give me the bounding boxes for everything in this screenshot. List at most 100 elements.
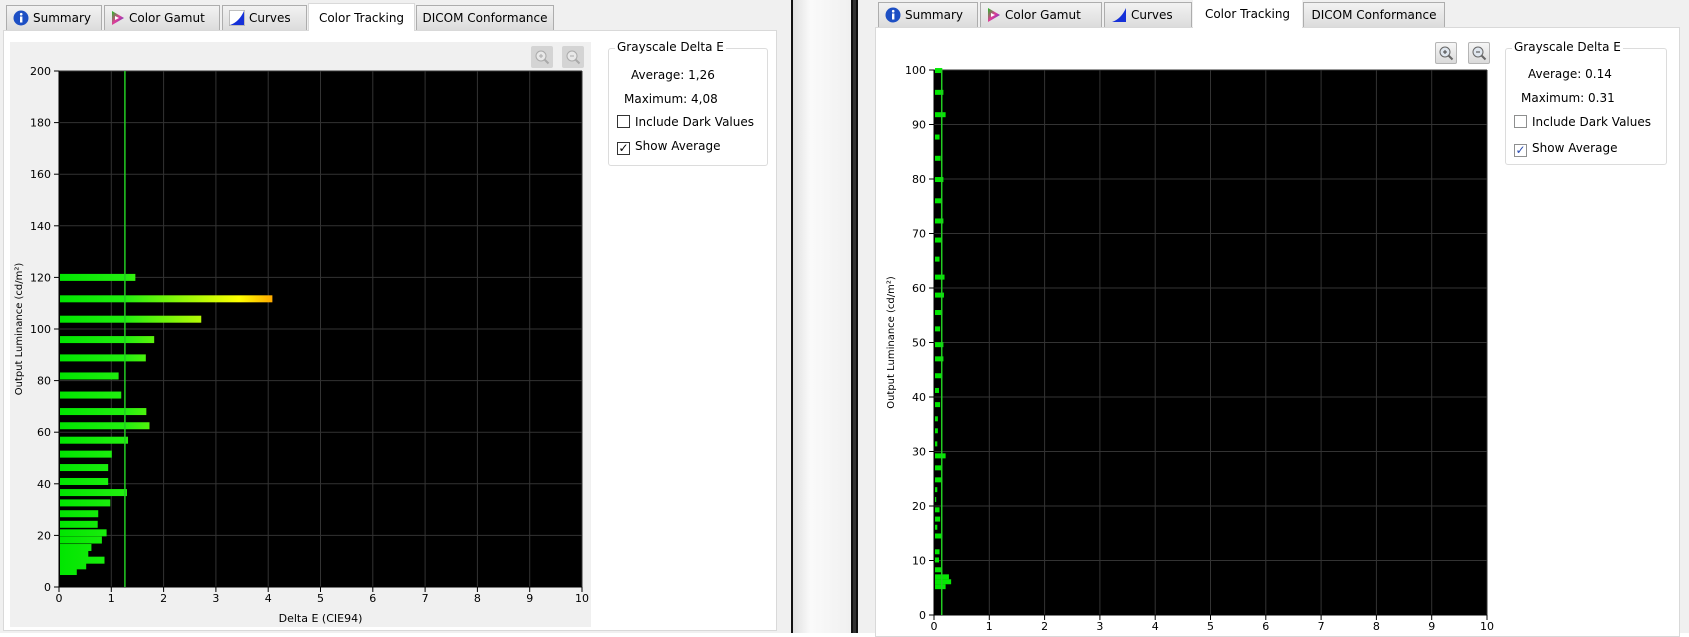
y-tick-label: 30 [912, 446, 926, 459]
x-tick-label: 3 [212, 592, 219, 605]
x-tick-label: 9 [1428, 620, 1435, 633]
bar [60, 556, 105, 564]
x-tick-label: 6 [369, 592, 376, 605]
bar [935, 402, 941, 408]
bar [935, 465, 942, 471]
include-dark-values-checkbox[interactable]: Include Dark Values [617, 115, 754, 129]
y-tick-label: 10 [912, 555, 926, 568]
curves-icon [1112, 8, 1126, 22]
tab-dicom-conformance[interactable]: DICOM Conformance [1303, 2, 1445, 27]
bar [935, 198, 942, 204]
bar [935, 441, 938, 447]
bar [60, 464, 109, 472]
y-tick-label: 80 [912, 173, 926, 186]
bar [935, 356, 944, 362]
x-tick-label: 9 [526, 592, 533, 605]
y-tick-label: 90 [912, 119, 926, 132]
bar [935, 453, 946, 459]
group-title: Grayscale Delta E [615, 40, 726, 54]
bar [935, 507, 940, 513]
color-gamut-icon [112, 11, 124, 25]
bar [935, 237, 942, 243]
average-row: Average: 0.14 [1528, 67, 1612, 81]
include-dark-values-checkbox[interactable]: Include Dark Values [1514, 115, 1651, 129]
splitter-bar[interactable] [851, 0, 858, 633]
bar [935, 310, 943, 316]
zoom-out-button[interactable] [1468, 42, 1490, 64]
average-row: Average: 1,26 [631, 68, 715, 82]
y-tick-label: 20 [912, 500, 926, 513]
bar [60, 550, 89, 558]
y-tick-label: 80 [37, 375, 51, 388]
bar [935, 89, 944, 95]
bar [60, 315, 202, 323]
bar [60, 372, 119, 380]
bar [60, 422, 150, 430]
zoom-in-icon [535, 50, 550, 65]
x-tick-label: 10 [575, 592, 589, 605]
tab-curves[interactable]: Curves [222, 5, 307, 30]
tab-dicom-conformance[interactable]: DICOM Conformance [416, 5, 554, 30]
zoom-in-button[interactable] [531, 46, 553, 68]
x-tick-label: 8 [474, 592, 481, 605]
tab-curves[interactable]: Curves [1104, 2, 1192, 27]
bar [935, 579, 952, 585]
tab-summary[interactable]: Summary [878, 2, 978, 27]
bar [935, 549, 940, 555]
color-gamut-icon [988, 8, 1000, 22]
zoom-in-icon [1439, 46, 1454, 61]
checkbox-unchecked[interactable] [1514, 115, 1527, 128]
tab-summary[interactable]: Summary [6, 5, 102, 30]
tab-color-tracking[interactable]: Color Tracking [308, 3, 415, 31]
bar [935, 155, 941, 161]
x-tick-label: 6 [1262, 620, 1269, 633]
bar [935, 387, 939, 393]
x-tick-label: 4 [265, 592, 272, 605]
grayscale-delta-e-group: Grayscale Delta E Average: 0.14 Maximum:… [1505, 40, 1667, 165]
y-tick-label: 60 [912, 282, 926, 295]
bar [60, 273, 136, 281]
y-tick-label: 70 [912, 228, 926, 241]
x-tick-label: 7 [1318, 620, 1325, 633]
x-tick-label: 1 [108, 592, 115, 605]
info-icon [13, 10, 29, 26]
bar [60, 450, 112, 458]
y-axis-label: Output Luminance (cd/m²) [886, 276, 897, 409]
splitter-handle[interactable] [793, 0, 851, 633]
bar [935, 256, 940, 262]
bar [60, 499, 111, 507]
bar [60, 529, 107, 537]
zoom-in-button[interactable] [1435, 42, 1457, 64]
checkmark-icon[interactable]: ✓ [1514, 143, 1527, 157]
y-tick-label: 0 [919, 609, 926, 622]
x-tick-label: 1 [986, 620, 993, 633]
tab-color-gamut[interactable]: Color Gamut [980, 2, 1102, 27]
zoom-out-button[interactable] [562, 46, 584, 68]
bar [935, 567, 942, 573]
bar [60, 544, 92, 552]
checkmark-icon[interactable]: ✓ [617, 141, 630, 155]
x-tick-label: 0 [931, 620, 938, 633]
bar [935, 292, 944, 298]
average-value: 0.14 [1585, 67, 1612, 81]
show-average-checkbox[interactable]: ✓ Show Average [1514, 141, 1618, 157]
y-tick-label: 120 [30, 271, 51, 284]
x-tick-label: 3 [1096, 620, 1103, 633]
bar [60, 510, 99, 518]
bar [935, 416, 938, 422]
bar [60, 354, 146, 362]
tab-color-tracking[interactable]: Color Tracking [1193, 0, 1302, 28]
bar [935, 326, 941, 332]
average-value: 1,26 [688, 68, 715, 82]
bar [935, 274, 945, 280]
maximum-row: Maximum: 4,08 [624, 92, 718, 106]
y-tick-label: 100 [30, 323, 51, 336]
bar [60, 489, 127, 497]
show-average-checkbox[interactable]: ✓ Show Average [617, 139, 721, 155]
tab-color-gamut[interactable]: Color Gamut [104, 5, 220, 30]
zoom-out-icon [566, 50, 581, 65]
x-tick-label: 2 [160, 592, 167, 605]
checkbox-unchecked[interactable] [617, 115, 630, 128]
zoom-out-icon [1472, 46, 1487, 61]
